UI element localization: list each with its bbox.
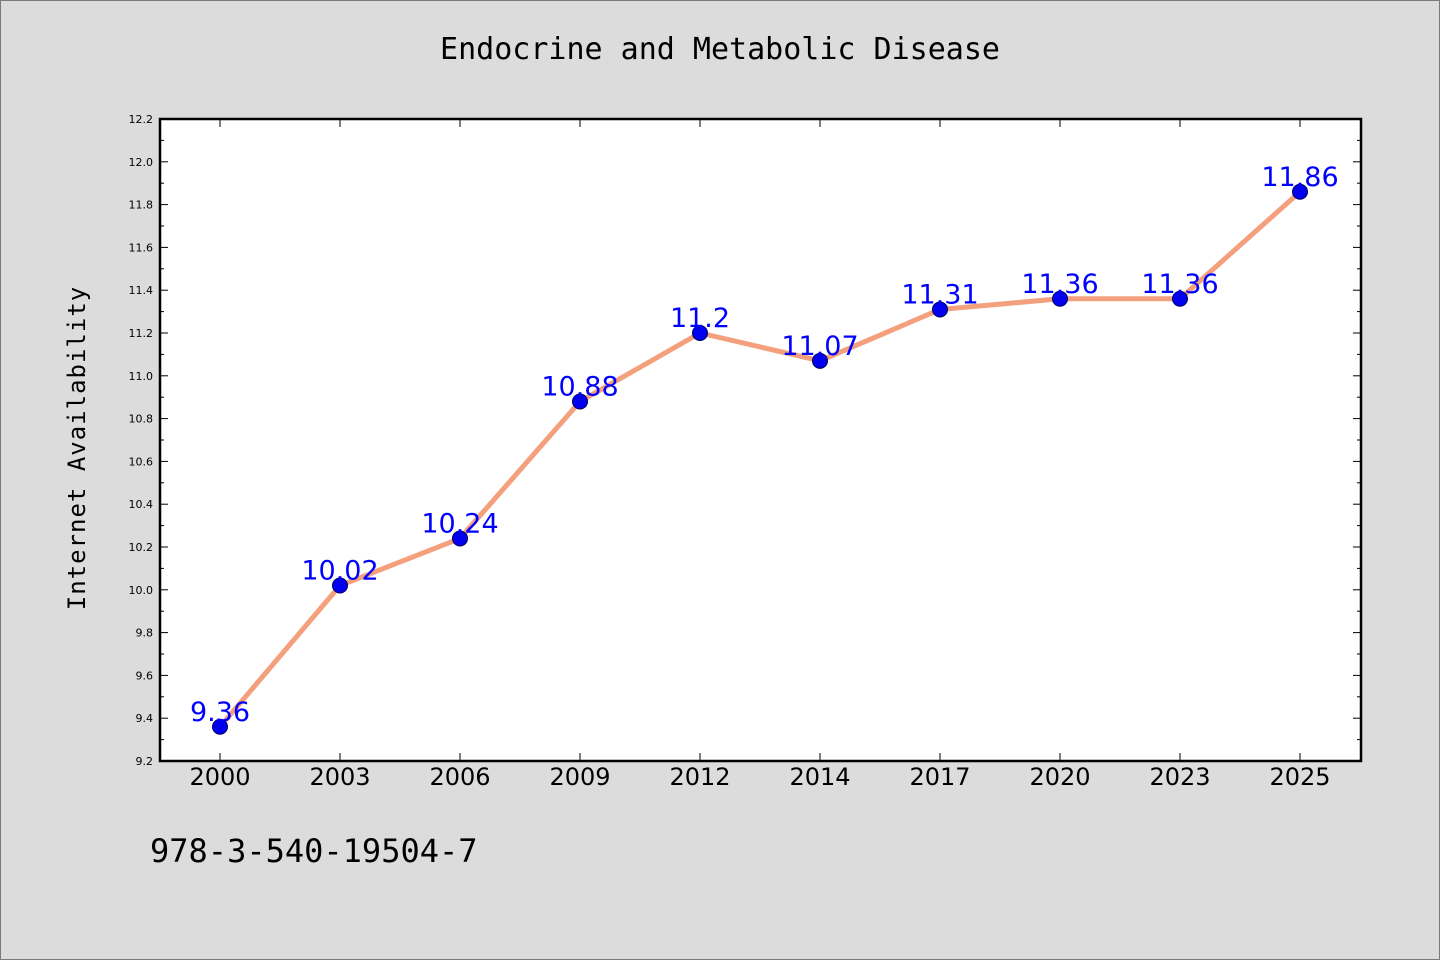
y-tick-label: 10.8 xyxy=(129,413,154,426)
data-label: 11.07 xyxy=(781,331,858,362)
y-tick-label: 9.2 xyxy=(136,755,154,768)
y-tick-label: 12.0 xyxy=(129,156,154,169)
y-tick-label: 9.6 xyxy=(136,669,154,682)
data-point xyxy=(1292,183,1308,200)
x-tick-label: 2014 xyxy=(789,763,850,791)
data-point xyxy=(212,718,228,735)
x-tick-label: 2020 xyxy=(1029,763,1090,791)
data-point xyxy=(572,393,588,410)
y-tick-label: 12.2 xyxy=(129,113,154,126)
data-label: 11.31 xyxy=(901,279,978,310)
data-point xyxy=(932,301,948,318)
y-tick-label: 11.6 xyxy=(129,241,154,254)
data-label: 11.36 xyxy=(1141,269,1218,300)
chart-title: Endocrine and Metabolic Disease xyxy=(440,32,1000,67)
x-tick-label: 2003 xyxy=(309,763,370,791)
data-point xyxy=(332,577,348,594)
data-point xyxy=(452,530,468,547)
y-tick-label: 11.0 xyxy=(129,370,154,383)
data-label: 11.2 xyxy=(670,303,730,334)
y-tick-label: 9.4 xyxy=(136,712,154,725)
data-label: 10.24 xyxy=(421,508,498,539)
data-label: 9.36 xyxy=(190,697,250,728)
isbn-code: 978-3-540-19504-7 xyxy=(150,832,478,870)
y-tick-label: 11.2 xyxy=(129,327,154,340)
y-tick-label: 11.8 xyxy=(129,199,154,212)
x-tick-label: 2006 xyxy=(429,763,490,791)
data-point xyxy=(692,325,708,341)
x-tick-label: 2000 xyxy=(189,763,250,791)
x-tick-label: 2025 xyxy=(1269,763,1330,791)
x-tick-label: 2023 xyxy=(1149,763,1210,791)
data-point xyxy=(812,352,828,369)
data-label: 11.36 xyxy=(1021,269,1098,300)
y-tick-label: 10.4 xyxy=(129,498,154,511)
y-tick-label: 9.8 xyxy=(136,627,154,640)
data-point xyxy=(1052,290,1068,307)
x-tick-label: 2009 xyxy=(549,763,610,791)
x-tick-label: 2012 xyxy=(669,763,730,791)
y-tick-label: 10.0 xyxy=(129,584,154,597)
x-tick-label: 2017 xyxy=(909,763,970,791)
data-point xyxy=(1172,290,1188,307)
plot-area xyxy=(158,117,1363,763)
series-line xyxy=(217,189,1303,730)
y-tick-label: 10.2 xyxy=(129,541,154,554)
data-label: 10.88 xyxy=(541,371,618,402)
y-tick-label: 10.6 xyxy=(129,455,154,468)
data-label: 10.02 xyxy=(301,556,378,587)
y-tick-label: 11.4 xyxy=(129,284,154,297)
data-label: 11.86 xyxy=(1261,162,1338,193)
